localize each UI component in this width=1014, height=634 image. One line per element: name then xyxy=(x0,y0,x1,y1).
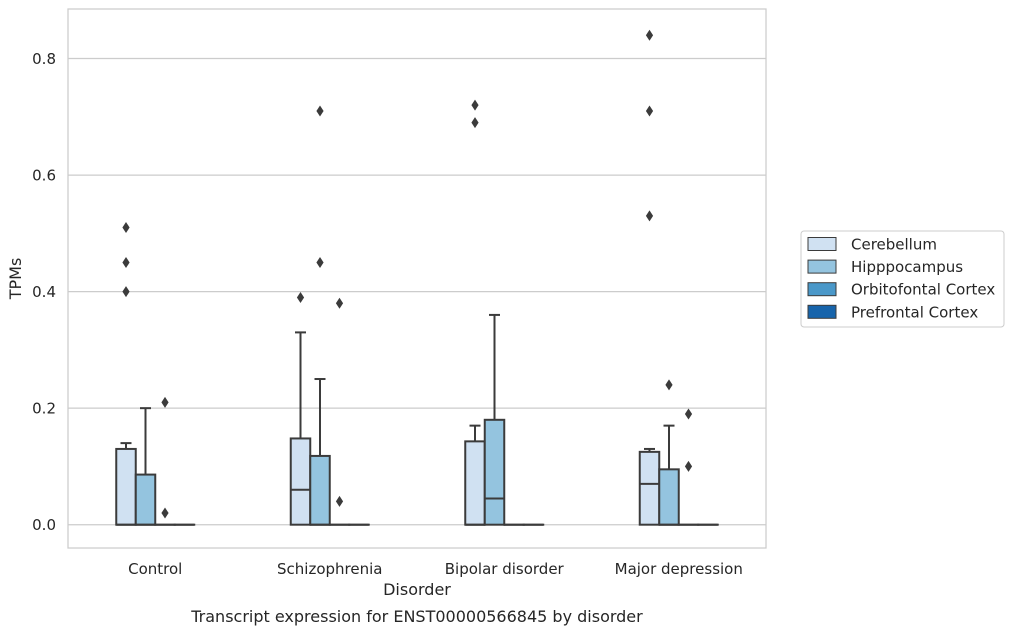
box-cerebellum xyxy=(115,222,137,526)
legend-frame xyxy=(800,230,1005,328)
y-tick-label: 0.4 xyxy=(32,283,56,301)
box-body xyxy=(134,473,157,526)
legend: Cerebellum Hipppocampus Orbitofontal Corte… xyxy=(800,230,1005,328)
outlier-point xyxy=(335,495,344,507)
x-tick-label: Major depression xyxy=(615,560,743,578)
box-hipppocampus xyxy=(134,407,157,526)
legend-label: Cerebellum xyxy=(851,236,937,254)
box-hipppocampus xyxy=(483,313,506,526)
box-body xyxy=(115,447,137,526)
box-cerebellum xyxy=(638,29,661,526)
outlier-point xyxy=(645,210,654,222)
legend-swatch xyxy=(807,259,837,274)
legend-label: Hipppocampus xyxy=(851,258,963,276)
legend-swatch xyxy=(807,237,837,251)
outlier-point xyxy=(296,291,305,303)
legend-swatch xyxy=(807,282,837,297)
y-tick-label: 0.0 xyxy=(32,516,56,534)
x-tick-label: Control xyxy=(128,560,182,578)
y-tick-labels: 0.0 0.2 0.4 0.6 0.8 xyxy=(32,50,56,534)
outlier-point xyxy=(684,460,693,472)
box-hipppocampus xyxy=(658,379,680,526)
outlier-point xyxy=(684,408,693,420)
box-body xyxy=(464,440,486,526)
outlier-point xyxy=(471,117,479,129)
outlier-point xyxy=(471,99,479,111)
outlier-point xyxy=(665,379,673,391)
outlier-point xyxy=(122,222,130,234)
legend-swatch xyxy=(807,304,837,319)
legend-items: Cerebellum Hipppocampus Orbitofontal Corte… xyxy=(807,236,995,321)
x-tick-labels: Control Schizophrenia Bipolar disorder Majo… xyxy=(128,560,743,578)
y-axis-title: TPMs xyxy=(6,258,25,301)
outlier-point xyxy=(335,297,344,309)
box-body xyxy=(309,454,331,526)
y-tick-label: 0.2 xyxy=(32,400,56,418)
outlier-point xyxy=(645,105,654,117)
x-tick-label: Schizophrenia xyxy=(277,560,382,578)
outlier-point xyxy=(122,286,130,298)
box-orbitofontal-cortex xyxy=(677,408,700,526)
boxes xyxy=(115,29,719,526)
chart-caption: Transcript expression for ENST0000056684… xyxy=(190,607,643,626)
x-axis-title: Disorder xyxy=(383,580,451,599)
legend-label: Prefrontal Cortex xyxy=(851,303,978,321)
plot-frame xyxy=(67,8,767,549)
y-tick-label: 0.6 xyxy=(32,167,56,185)
outlier-point xyxy=(161,396,169,408)
box-body xyxy=(658,468,680,526)
y-tick-label: 0.8 xyxy=(32,50,56,68)
box-hipppocampus xyxy=(309,105,331,526)
outlier-point xyxy=(161,507,169,519)
legend-label: Orbitofontal Cortex xyxy=(851,281,995,299)
outlier-point xyxy=(645,29,654,41)
box-body xyxy=(289,437,312,526)
box-body xyxy=(638,450,661,526)
x-tick-label: Bipolar disorder xyxy=(445,560,565,578)
outlier-point xyxy=(316,105,324,117)
outlier-point xyxy=(122,256,130,268)
outlier-point xyxy=(316,256,324,268)
box-body xyxy=(483,418,506,526)
